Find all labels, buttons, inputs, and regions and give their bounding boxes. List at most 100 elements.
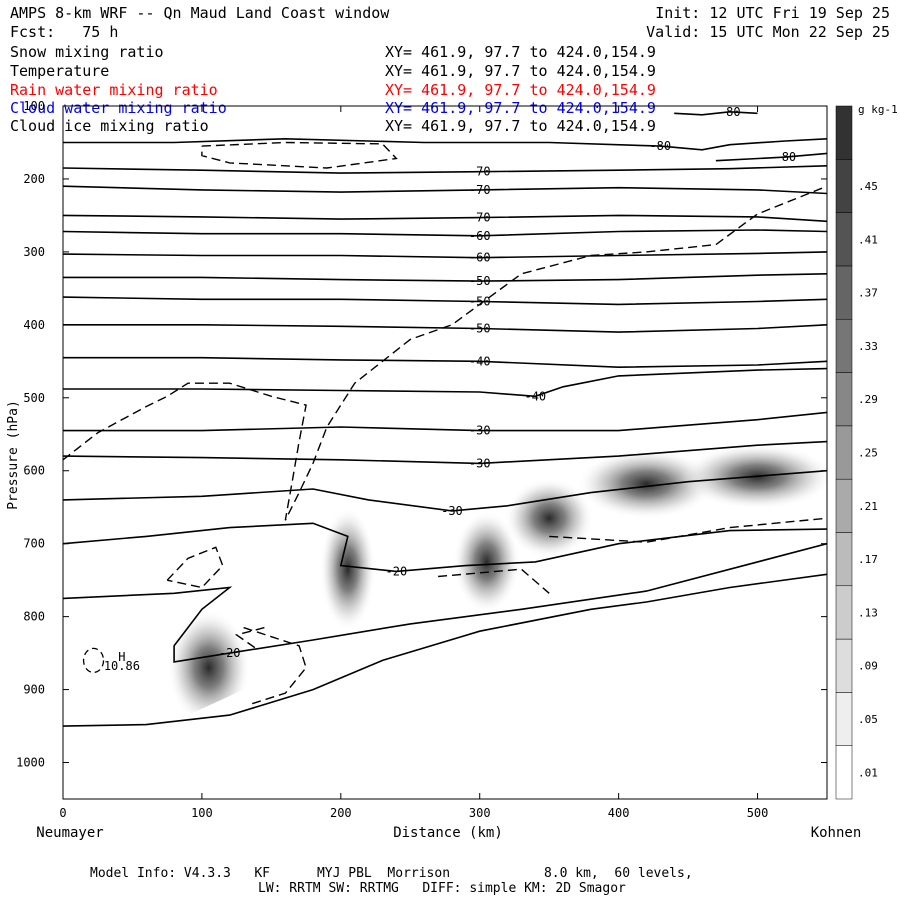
temperature-contour-label-1: -80 [649,139,671,153]
colorbar-label-7: .29 [858,393,878,406]
temperature-contour-9 [63,296,827,306]
legend-name-snow: Snow mixing ratio [10,43,164,61]
temperature-contour-18 [63,573,827,727]
x-tick-label-5: 500 [747,806,769,820]
endpoint-right: Kohnen [811,825,862,841]
colorbar-bin-6 [835,425,853,480]
colorbar-bin-1 [835,692,853,746]
colorbar-bin-8 [835,318,853,373]
temperature-contour-7 [63,251,827,259]
forecast-hour: Fcst: 75 h [10,23,119,41]
temperature-contour-0 [674,110,758,116]
y-tick-label-8: 900 [23,683,45,697]
temperature-contour-label-12: -40 [524,389,546,403]
temperature-contour-label-2: -80 [774,150,796,164]
legend-xy-cloud-water: XY= 461.9, 97.7 to 424.0,154.9 [385,99,656,117]
x-axis-label: Distance (km) [393,825,503,841]
y-tick-label-3: 400 [23,318,45,332]
y-tick-label-0: 100 [23,99,45,113]
ice-contour-2 [166,546,224,589]
temperature-contour-label-4: -70 [469,183,491,197]
colorbar-bin-3 [835,585,853,640]
temperature-contour-label-9: -50 [469,294,491,308]
y-tick-label-7: 800 [23,610,45,624]
temperature-contour-11 [63,356,827,369]
x-tick-label-1: 100 [191,806,213,820]
temperature-contour-17 [63,542,827,663]
temperature-contour-14 [63,440,827,465]
colorbar-bin-4 [835,532,853,587]
y-tick-label-2: 300 [23,245,45,259]
legend-name-temperature: Temperature [10,62,110,80]
colorbar-label-11: .45 [858,180,878,193]
colorbar-label-1: .05 [858,713,878,726]
y-tick-label-9: 1000 [16,756,45,770]
ice-contour-5 [234,626,265,651]
temperature-contour-15 [63,469,827,512]
temperature-contour-label-11: -40 [469,354,491,368]
temperature-contour-label-17: -20 [219,646,241,660]
valid-time: Valid: 15 UTC Mon 22 Sep 25 [646,23,890,41]
colorbar-bin-5 [835,478,853,533]
legend-name-cloud-water: Cloud water mixing ratio [10,99,227,117]
temperature-contour-label-10: -50 [469,321,491,335]
temperature-contour-6 [63,229,827,237]
colorbar-bin-2 [835,638,853,693]
colorbar-label-6: .25 [858,447,878,460]
colorbar-label-0: .01 [858,766,878,779]
annotation-0: H [118,650,125,664]
legend-name-rain: Rain water mixing ratio [10,81,218,99]
legend-xy-rain: XY= 461.9, 97.7 to 424.0,154.9 [385,81,656,99]
y-tick-label-1: 200 [23,172,45,186]
temperature-contour-4 [63,185,827,195]
snow-plume-4 [576,448,716,519]
temperature-contour-label-0: -80 [719,105,741,119]
chart-title: AMPS 8-km WRF -- Qn Maud Land Coast wind… [10,4,390,22]
temperature-contour-16 [63,522,827,573]
colorbar-label-5: .21 [858,500,878,513]
colorbar-bin-7 [835,372,853,427]
temperature-contour-label-13: -30 [469,424,491,438]
colorbar-label-3: .13 [858,606,878,619]
temperature-contour-label-5: -70 [469,211,491,225]
temperature-contour-label-6: -60 [469,229,491,243]
temperature-contour-3 [63,165,827,174]
snow-plume-2 [453,510,521,613]
temperature-contour-8 [63,273,827,282]
legend-name-cloud-ice: Cloud ice mixing ratio [10,117,209,135]
x-tick-label-2: 200 [330,806,352,820]
colorbar-bin-11 [835,159,853,213]
temperature-contour-12 [63,367,827,398]
temperature-contour-10 [63,324,827,333]
temperature-contour-13 [63,411,827,432]
colorbar-label-4: .17 [858,553,878,566]
terrain-mask [63,569,827,799]
temperature-contour-5 [63,214,827,223]
temperature-contour-label-16: -20 [386,564,408,578]
ice-contour-4 [549,517,827,543]
colorbar-bin-10 [835,212,853,267]
colorbar-label-2: .09 [858,660,878,673]
legend-xy-snow: XY= 461.9, 97.7 to 424.0,154.9 [385,43,656,61]
temperature-contour-label-15: -30 [441,504,463,518]
footer-model-info: Model Info: V4.3.3 KF MYJ PBL Morrison 8… [90,866,693,881]
colorbar-label-10: .41 [858,233,878,246]
y-axis-label: Pressure (hPa) [6,400,21,510]
colorbar-unit: g kg-1 [858,103,898,116]
high-marker-contour [82,647,105,674]
temperature-contour-1 [63,137,827,151]
temperature-contour-label-8: -50 [469,274,491,288]
colorbar-label-8: .33 [858,340,878,353]
colorbar-bin-0 [835,745,853,800]
temperature-contour-label-3: -70 [469,165,491,179]
temperature-contour-label-14: -30 [469,456,491,470]
colorbar-bin-12 [835,105,853,160]
x-tick-label-0: 0 [59,806,66,820]
legend-xy-temperature: XY= 461.9, 97.7 to 424.0,154.9 [385,62,656,80]
footer-physics-info: LW: RRTM SW: RRTMG DIFF: simple KM: 2D S… [258,881,626,896]
temperature-contour-2 [715,152,827,162]
x-tick-label-3: 300 [469,806,491,820]
colorbar-bin-9 [835,265,853,320]
ice-contour-1 [63,185,827,521]
annotation-1: 10.86 [104,659,140,673]
